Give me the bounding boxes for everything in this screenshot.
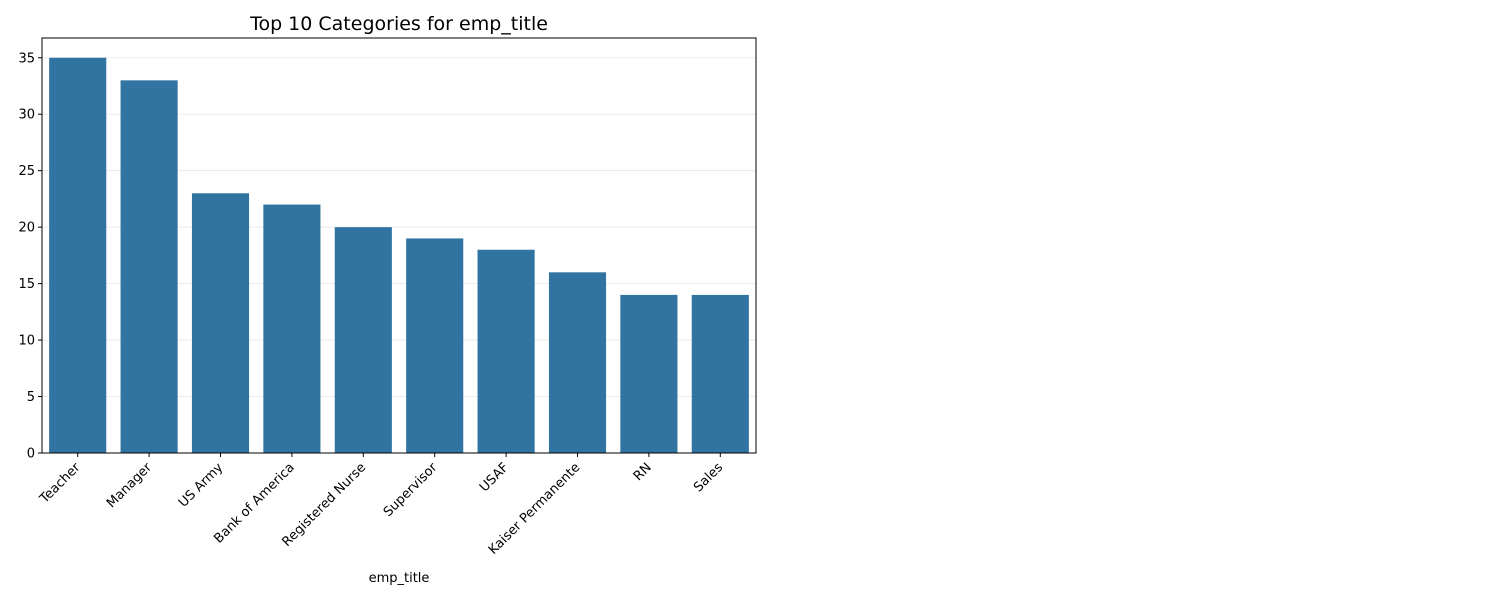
y-tick-label: 15 xyxy=(18,277,35,292)
chart-title: Top 10 Categories for emp_title xyxy=(249,13,548,35)
bar xyxy=(191,193,250,454)
y-tick-label: 5 xyxy=(27,390,35,405)
bars xyxy=(49,57,749,454)
y-tick-label: 35 xyxy=(18,51,35,66)
x-tick-label: USAF xyxy=(477,460,512,495)
x-tick-label: Supervisor xyxy=(381,460,441,520)
y-tick-label: 25 xyxy=(18,164,35,179)
bar xyxy=(691,294,749,453)
plot-area-frame xyxy=(41,37,757,454)
y-tick-label: 0 xyxy=(27,447,35,462)
x-axis-label: emp_title xyxy=(369,571,430,586)
x-tick-label: US Army xyxy=(176,460,227,511)
bar xyxy=(120,80,178,454)
bar xyxy=(406,238,464,453)
bar xyxy=(263,204,321,453)
bar xyxy=(620,294,678,453)
bar xyxy=(49,57,107,454)
y-tick-label: 20 xyxy=(18,221,35,236)
y-tick-label: 30 xyxy=(18,108,35,123)
x-tick-label: Sales xyxy=(691,460,726,495)
x-tick-label: Manager xyxy=(104,460,155,511)
x-tick-label: Teacher xyxy=(37,460,84,507)
bar xyxy=(477,249,535,453)
bar xyxy=(548,272,607,453)
x-tick-label: RN xyxy=(631,460,655,484)
y-tick-label: 10 xyxy=(18,334,35,349)
y-axis-ticks: 0 5 10 15 20 25 30 35 xyxy=(18,51,42,462)
bar xyxy=(334,227,392,453)
